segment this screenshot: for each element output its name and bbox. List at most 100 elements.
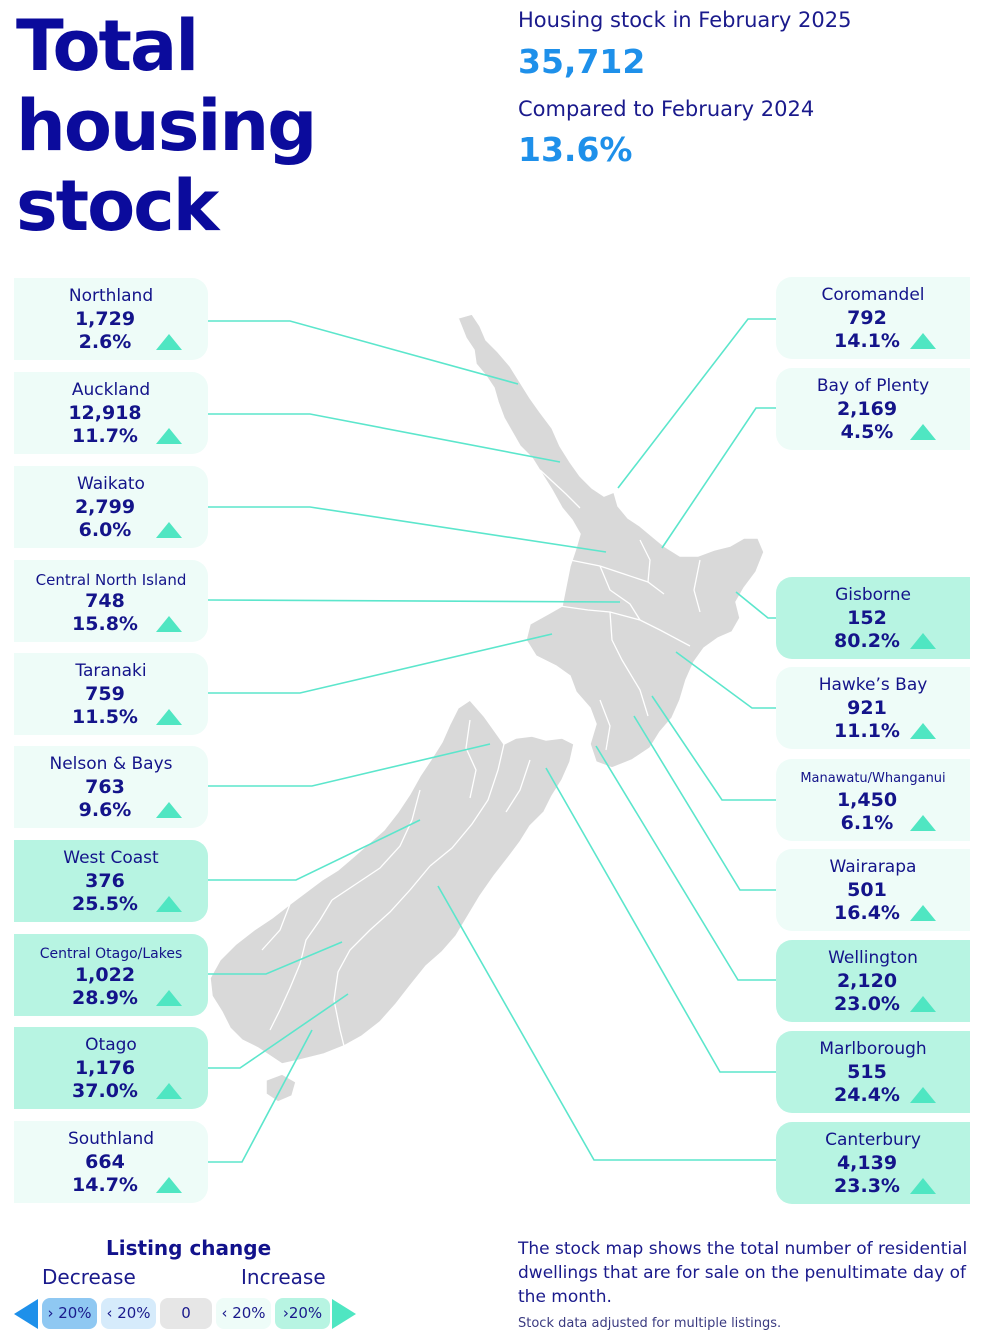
region-count: 515 [847, 1061, 887, 1083]
region-count: 763 [85, 776, 125, 798]
up-triangle-icon [156, 428, 182, 444]
region-count: 1,450 [836, 789, 898, 811]
connector-central-north-island [207, 599, 621, 603]
connector-nelson-bays [208, 743, 491, 787]
region-name: Taranaki [75, 661, 147, 681]
region-change: 6.0% [78, 519, 132, 541]
region-count: 501 [847, 879, 887, 901]
connector-auckland [208, 413, 561, 463]
up-triangle-icon [910, 905, 936, 921]
up-triangle-icon [156, 802, 182, 818]
connector-wellington [595, 745, 776, 981]
region-name: Auckland [71, 380, 151, 400]
region-count: 792 [847, 307, 887, 329]
region-name: Southland [67, 1129, 155, 1149]
region-count: 152 [847, 607, 887, 629]
region-card-central-north-island: Central North Island 748 15.8% [14, 560, 208, 642]
up-triangle-icon [156, 896, 182, 912]
connector-hawkes-bay [675, 651, 776, 709]
region-change: 4.5% [840, 421, 894, 443]
compare-value: 13.6% [518, 130, 633, 169]
region-name: Otago [85, 1035, 137, 1055]
up-triangle-icon [156, 334, 182, 350]
region-change: 2.6% [78, 331, 132, 353]
connector-southland [208, 1029, 313, 1163]
connector-wairarapa [633, 715, 776, 891]
connector-waikato [208, 506, 607, 553]
up-triangle-icon [910, 815, 936, 831]
region-change: 24.4% [834, 1084, 900, 1106]
legend-item-large-decrease: › 20% [42, 1298, 97, 1329]
region-change: 14.7% [72, 1174, 138, 1196]
region-name: Marlborough [819, 1039, 927, 1059]
up-triangle-icon [910, 723, 936, 739]
up-triangle-icon [910, 633, 936, 649]
region-count: 664 [85, 1151, 125, 1173]
decrease-arrow-icon [14, 1299, 38, 1329]
region-name: Waikato [77, 474, 145, 494]
north-island-shape [456, 313, 765, 769]
up-triangle-icon [910, 996, 936, 1012]
region-name: Wairarapa [829, 857, 917, 877]
up-triangle-icon [156, 1083, 182, 1099]
up-triangle-icon [910, 424, 936, 440]
region-change: 11.1% [834, 720, 900, 742]
region-change: 23.3% [834, 1175, 900, 1197]
stock-label: Housing stock in February 2025 [518, 8, 852, 32]
connector-gisborne [735, 591, 776, 619]
footnote-small: Stock data adjusted for multiple listing… [518, 1316, 782, 1331]
region-card-central-otago-lakes: Central Otago/Lakes 1,022 28.9% [14, 934, 208, 1016]
south-island-shape [209, 699, 575, 1065]
region-card-west-coast: West Coast 376 25.5% [14, 840, 208, 922]
up-triangle-icon [156, 616, 182, 632]
region-change: 15.8% [72, 613, 138, 635]
region-count: 759 [85, 683, 125, 705]
region-card-taranaki: Taranaki 759 11.5% [14, 653, 208, 735]
region-card-wairarapa: Wairarapa 501 16.4% [776, 849, 970, 931]
connector-central-otago [208, 941, 343, 975]
region-change: 11.7% [72, 425, 138, 447]
region-count: 2,799 [74, 496, 136, 518]
region-card-coromandel: Coromandel 792 14.1% [776, 277, 970, 359]
legend-item-no-change: 0 [160, 1298, 212, 1329]
region-name: Canterbury [825, 1130, 921, 1150]
region-card-canterbury: Canterbury 4,139 23.3% [776, 1122, 970, 1204]
connector-coromandel [617, 318, 776, 489]
region-count: 921 [847, 697, 887, 719]
stock-value: 35,712 [518, 42, 646, 81]
connector-marlborough [545, 767, 776, 1073]
region-count: 2,120 [836, 970, 898, 992]
region-change: 23.0% [834, 993, 900, 1015]
region-card-waikato: Waikato 2,799 6.0% [14, 466, 208, 548]
page-title: Total housing stock [16, 5, 317, 247]
up-triangle-icon [910, 1087, 936, 1103]
region-card-marlborough: Marlborough 515 24.4% [776, 1031, 970, 1113]
connector-taranaki [208, 633, 553, 694]
up-triangle-icon [156, 990, 182, 1006]
up-triangle-icon [156, 522, 182, 538]
up-triangle-icon [910, 333, 936, 349]
legend-title: Listing change [106, 1236, 272, 1260]
legend-item-small-decrease: ‹ 20% [101, 1298, 156, 1329]
region-count: 1,729 [74, 308, 136, 330]
region-card-northland: Northland 1,729 2.6% [14, 278, 208, 360]
increase-arrow-icon [332, 1299, 356, 1329]
connector-northland [208, 320, 519, 385]
region-change: 9.6% [78, 799, 132, 821]
region-card-auckland: Auckland 12,918 11.7% [14, 372, 208, 454]
region-change: 6.1% [840, 812, 894, 834]
region-card-wellington: Wellington 2,120 23.0% [776, 940, 970, 1022]
region-count: 748 [85, 590, 125, 612]
up-triangle-icon [156, 1177, 182, 1193]
up-triangle-icon [156, 709, 182, 725]
region-name: Coromandel [821, 285, 925, 305]
region-count: 2,169 [836, 398, 898, 420]
region-name: Northland [68, 286, 154, 306]
region-change: 25.5% [72, 893, 138, 915]
region-card-southland: Southland 664 14.7% [14, 1121, 208, 1203]
connector-west-coast [208, 819, 421, 881]
region-name: Central Otago/Lakes [39, 946, 183, 962]
region-card-bay-of-plenty: Bay of Plenty 2,169 4.5% [776, 368, 970, 450]
footnote: The stock map shows the total number of … [518, 1239, 968, 1307]
region-change: 28.9% [72, 987, 138, 1009]
